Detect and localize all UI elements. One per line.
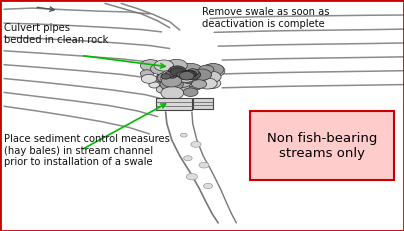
Circle shape bbox=[191, 141, 201, 147]
Circle shape bbox=[141, 60, 161, 71]
Circle shape bbox=[202, 78, 221, 89]
Circle shape bbox=[156, 85, 170, 93]
Circle shape bbox=[191, 80, 207, 88]
Circle shape bbox=[154, 76, 165, 82]
Circle shape bbox=[150, 64, 170, 74]
Circle shape bbox=[161, 75, 173, 82]
Circle shape bbox=[162, 75, 182, 87]
Circle shape bbox=[199, 65, 214, 74]
Circle shape bbox=[177, 72, 187, 77]
Circle shape bbox=[169, 63, 191, 76]
Circle shape bbox=[170, 68, 185, 76]
Circle shape bbox=[171, 75, 186, 84]
Circle shape bbox=[187, 80, 199, 87]
Circle shape bbox=[179, 63, 202, 77]
Circle shape bbox=[165, 73, 184, 84]
Circle shape bbox=[198, 78, 217, 89]
Circle shape bbox=[186, 173, 198, 180]
Circle shape bbox=[179, 72, 194, 80]
Circle shape bbox=[179, 69, 201, 82]
Circle shape bbox=[187, 69, 199, 76]
Circle shape bbox=[169, 82, 190, 94]
Circle shape bbox=[166, 59, 187, 72]
Circle shape bbox=[182, 70, 196, 78]
Circle shape bbox=[154, 60, 173, 71]
Circle shape bbox=[169, 75, 192, 88]
Circle shape bbox=[199, 162, 209, 168]
Circle shape bbox=[140, 70, 154, 77]
Circle shape bbox=[177, 66, 200, 80]
Circle shape bbox=[201, 71, 221, 83]
Circle shape bbox=[157, 72, 177, 83]
Circle shape bbox=[187, 68, 198, 74]
Circle shape bbox=[168, 76, 181, 83]
Circle shape bbox=[196, 71, 211, 79]
Circle shape bbox=[177, 72, 195, 82]
Circle shape bbox=[167, 64, 179, 71]
Circle shape bbox=[183, 156, 192, 161]
Circle shape bbox=[170, 75, 182, 82]
Bar bbox=[193, 98, 213, 109]
Circle shape bbox=[157, 68, 179, 80]
Circle shape bbox=[184, 70, 201, 79]
Circle shape bbox=[149, 82, 160, 88]
Circle shape bbox=[203, 64, 224, 76]
Circle shape bbox=[191, 72, 208, 82]
Circle shape bbox=[161, 74, 170, 79]
Circle shape bbox=[177, 71, 188, 78]
Circle shape bbox=[176, 78, 189, 85]
Circle shape bbox=[181, 74, 198, 84]
Text: Remove swale as soon as
deactivation is complete: Remove swale as soon as deactivation is … bbox=[202, 7, 330, 29]
Circle shape bbox=[187, 82, 202, 90]
Circle shape bbox=[168, 70, 186, 81]
Circle shape bbox=[162, 66, 183, 77]
Circle shape bbox=[179, 76, 196, 85]
Circle shape bbox=[201, 64, 225, 78]
Circle shape bbox=[141, 74, 157, 83]
Circle shape bbox=[160, 78, 183, 91]
Text: Place sediment control measures
(hay bales) in stream channel
prior to installat: Place sediment control measures (hay bal… bbox=[4, 134, 170, 167]
Bar bbox=[156, 98, 192, 110]
Circle shape bbox=[181, 133, 187, 137]
Circle shape bbox=[171, 71, 186, 79]
FancyBboxPatch shape bbox=[250, 111, 394, 180]
Circle shape bbox=[162, 64, 179, 73]
Circle shape bbox=[166, 69, 186, 81]
Circle shape bbox=[186, 71, 197, 77]
Circle shape bbox=[168, 73, 177, 78]
Circle shape bbox=[183, 88, 198, 97]
Circle shape bbox=[169, 61, 184, 70]
Circle shape bbox=[204, 183, 213, 188]
Text: Non fish-bearing
streams only: Non fish-bearing streams only bbox=[267, 131, 377, 160]
Circle shape bbox=[179, 71, 194, 80]
Circle shape bbox=[180, 72, 191, 78]
Text: Culvert pipes
bedded in clean rock: Culvert pipes bedded in clean rock bbox=[4, 23, 108, 45]
Circle shape bbox=[165, 75, 179, 84]
Circle shape bbox=[163, 68, 186, 82]
Circle shape bbox=[161, 87, 184, 100]
Circle shape bbox=[168, 66, 186, 76]
Circle shape bbox=[192, 69, 212, 80]
Circle shape bbox=[157, 72, 181, 85]
Circle shape bbox=[165, 71, 175, 77]
